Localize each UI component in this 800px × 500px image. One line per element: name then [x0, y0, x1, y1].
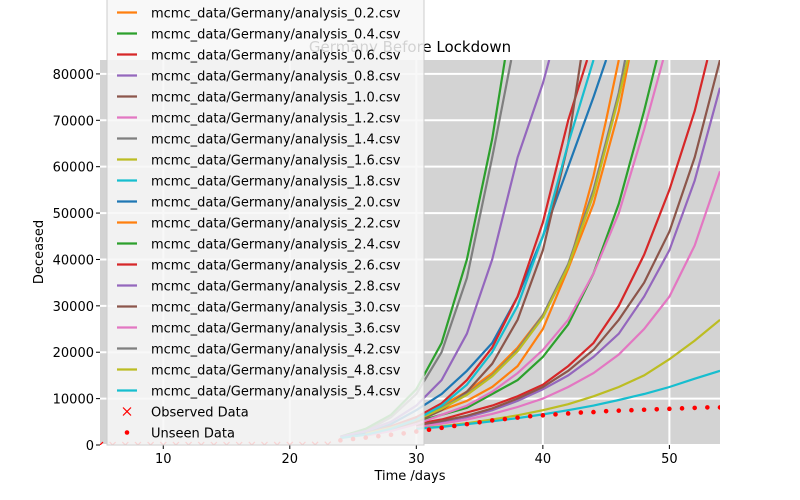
x-tick-label: 40: [535, 452, 552, 467]
legend-box: [106, 0, 425, 446]
series-line: [416, 60, 720, 427]
legend-label: Unseen Data: [151, 427, 235, 442]
series-line: [416, 60, 620, 419]
unseen-point: [502, 416, 508, 422]
x-tick-label: 50: [661, 452, 678, 467]
series-line: [416, 60, 658, 423]
unseen-point: [654, 406, 660, 412]
legend-label: mcmc_data/Germany/analysis_2.4.csv: [151, 238, 401, 253]
unseen-point: [515, 415, 520, 420]
unseen-point: [451, 423, 457, 429]
unseen-point: [489, 418, 495, 423]
legend-label: mcmc_data/Germany/analysis_1.8.csv: [151, 175, 401, 190]
unseen-point: [629, 407, 634, 413]
unseen-point: [591, 409, 596, 415]
legend-label: mcmc_data/Germany/analysis_2.8.csv: [151, 280, 401, 295]
x-tick-label: 20: [282, 452, 299, 467]
legend-swatch: [124, 430, 130, 435]
unseen-point: [464, 421, 470, 427]
y-tick-label: 20000: [53, 346, 94, 361]
legend-label: mcmc_data/Germany/analysis_3.6.csv: [151, 322, 401, 337]
observed-point: [100, 441, 104, 445]
legend-label: mcmc_data/Germany/analysis_4.2.csv: [151, 343, 401, 358]
legend-label: mcmc_data/Germany/analysis_4.8.csv: [151, 364, 401, 379]
legend-label: mcmc_data/Germany/analysis_0.4.csv: [151, 28, 401, 43]
y-tick-label: 50000: [53, 207, 94, 222]
unseen-point: [705, 405, 710, 410]
y-tick-label: 80000: [53, 68, 94, 83]
unseen-point: [527, 413, 533, 419]
legend-label: mcmc_data/Germany/analysis_2.0.csv: [151, 196, 401, 211]
unseen-point: [540, 413, 546, 418]
legend-label: mcmc_data/Germany/analysis_0.8.csv: [151, 70, 401, 85]
legend-label: mcmc_data/Germany/analysis_1.2.csv: [151, 112, 401, 127]
legend-label: Observed Data: [151, 406, 249, 421]
y-tick-label: 60000: [53, 161, 94, 176]
legend-label: mcmc_data/Germany/analysis_0.2.csv: [151, 7, 401, 22]
legend-label: mcmc_data/Germany/analysis_1.0.csv: [151, 91, 401, 106]
x-axis-label: Time /days: [373, 469, 445, 484]
unseen-point: [565, 411, 571, 416]
y-tick-label: 0: [86, 439, 94, 454]
x-tick-label: 30: [408, 452, 425, 467]
y-tick-label: 70000: [53, 114, 94, 129]
unseen-point: [692, 405, 697, 411]
legend-swatch: [122, 407, 132, 416]
legend-label: mcmc_data/Germany/analysis_1.4.csv: [151, 133, 401, 148]
unseen-point: [616, 408, 622, 413]
unseen-point: [641, 407, 647, 413]
y-axis-label: Deceased: [32, 220, 47, 284]
axes: 10 20 30 40 50 0 10000 20000 30000 40000 50000 6000…: [53, 68, 678, 467]
legend: mcmc_data/Germany/analysis_0.2.csv mcmc_d…: [106, 0, 425, 446]
unseen-point: [717, 405, 720, 410]
unseen-point: [439, 425, 444, 431]
legend-label: mcmc_data/Germany/analysis_3.0.csv: [151, 301, 401, 316]
legend-label: mcmc_data/Germany/analysis_2.2.csv: [151, 217, 401, 232]
x-tick-label: 10: [155, 452, 172, 467]
y-tick-label: 40000: [53, 253, 94, 268]
y-tick-label: 10000: [53, 393, 94, 408]
legend-label: mcmc_data/Germany/analysis_0.6.csv: [151, 49, 401, 64]
unseen-point: [603, 408, 609, 414]
unseen-point: [553, 412, 558, 417]
legend-label: mcmc_data/Germany/analysis_1.6.csv: [151, 154, 401, 169]
legend-label: mcmc_data/Germany/analysis_5.4.csv: [151, 385, 401, 400]
series-line: [416, 60, 709, 426]
series-line: [416, 87, 720, 428]
y-tick-label: 30000: [53, 300, 94, 315]
unseen-point: [426, 427, 432, 432]
unseen-point: [477, 419, 482, 425]
unseen-point: [679, 406, 685, 411]
series-line: [416, 170, 720, 429]
legend-label: mcmc_data/Germany/analysis_2.6.csv: [151, 259, 401, 274]
unseen-point: [578, 410, 584, 415]
unseen-point: [667, 406, 672, 412]
